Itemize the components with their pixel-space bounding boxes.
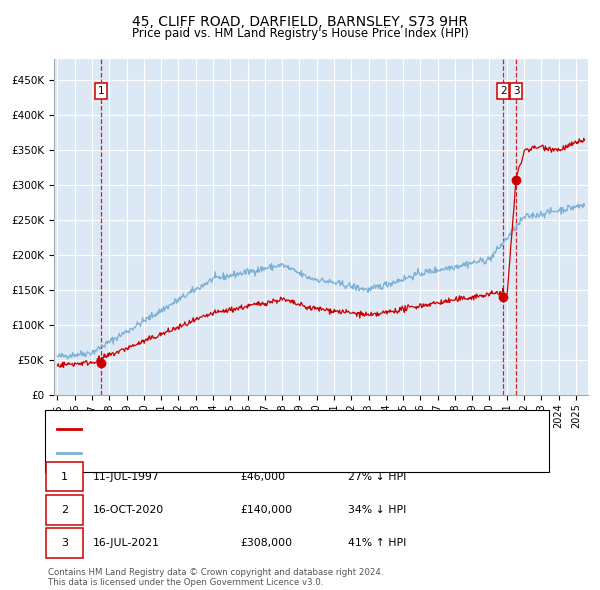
Text: 16-JUL-2021: 16-JUL-2021	[93, 538, 160, 548]
Text: 45, CLIFF ROAD, DARFIELD, BARNSLEY, S73 9HR (detached house): 45, CLIFF ROAD, DARFIELD, BARNSLEY, S73 …	[87, 424, 419, 434]
Text: 3: 3	[61, 538, 68, 548]
Text: £140,000: £140,000	[240, 505, 292, 514]
Text: 34% ↓ HPI: 34% ↓ HPI	[348, 505, 406, 514]
Text: Price paid vs. HM Land Registry's House Price Index (HPI): Price paid vs. HM Land Registry's House …	[131, 27, 469, 40]
Text: Contains HM Land Registry data © Crown copyright and database right 2024.
This d: Contains HM Land Registry data © Crown c…	[48, 568, 383, 587]
Text: £308,000: £308,000	[240, 538, 292, 548]
Text: 3: 3	[513, 86, 520, 96]
Text: 1: 1	[98, 86, 104, 96]
Text: 27% ↓ HPI: 27% ↓ HPI	[348, 472, 406, 481]
Text: 1: 1	[61, 472, 68, 481]
Text: 2: 2	[500, 86, 506, 96]
Text: 11-JUL-1997: 11-JUL-1997	[93, 472, 160, 481]
Text: 41% ↑ HPI: 41% ↑ HPI	[348, 538, 406, 548]
Text: 16-OCT-2020: 16-OCT-2020	[93, 505, 164, 514]
Text: HPI: Average price, detached house, Barnsley: HPI: Average price, detached house, Barn…	[87, 448, 315, 458]
Text: 2: 2	[61, 505, 68, 514]
Text: 45, CLIFF ROAD, DARFIELD, BARNSLEY, S73 9HR: 45, CLIFF ROAD, DARFIELD, BARNSLEY, S73 …	[132, 15, 468, 29]
Text: £46,000: £46,000	[240, 472, 285, 481]
